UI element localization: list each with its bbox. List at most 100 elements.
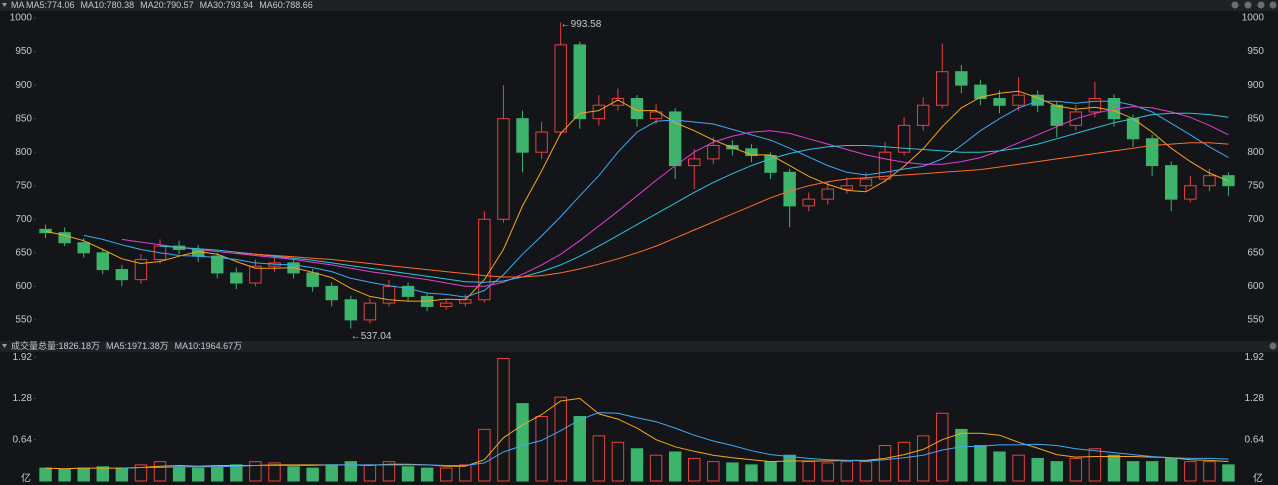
ma-line [236, 142, 1229, 278]
volume-bar [134, 464, 148, 482]
volume-bar [1031, 457, 1044, 482]
volume-bar [688, 457, 701, 482]
candle-body [993, 98, 1006, 106]
y-tick-label: 850 [15, 113, 32, 124]
candle-body [688, 158, 701, 167]
volume-bar [420, 467, 434, 482]
candle-body [1012, 94, 1025, 106]
volume-bar [115, 467, 129, 482]
volume-bar [1012, 454, 1025, 482]
volume-bar [363, 464, 377, 482]
candle-body [115, 269, 129, 281]
volume-bar [58, 468, 71, 482]
candle-body [630, 98, 644, 120]
y-tick-label-right: 1.92 [1245, 352, 1265, 363]
y-tick-label-right: 750 [1247, 180, 1264, 191]
volume-bar [859, 461, 873, 482]
candle-body [134, 259, 148, 281]
legend-entry: MA30:793.94 [200, 0, 254, 10]
candle-body [1050, 104, 1063, 126]
settings-button[interactable] [1269, 1, 1277, 9]
candle-body [363, 302, 377, 321]
y-tick-label: 0.64 [13, 434, 33, 445]
plus-button[interactable] [1244, 1, 1252, 9]
close-button[interactable] [1257, 1, 1265, 9]
volume-bar [535, 416, 548, 482]
collapse-icon[interactable] [2, 344, 7, 348]
y-tick-label: 750 [15, 180, 32, 191]
volume-bar [936, 412, 949, 482]
volume-bar [1145, 461, 1159, 482]
candle-body [707, 144, 720, 160]
volume-bar [840, 461, 854, 482]
volume-bar [230, 464, 243, 482]
y-tick-label: 700 [15, 214, 32, 225]
candle-body [573, 44, 586, 120]
settings-button[interactable] [1269, 342, 1277, 350]
y-tick-label-right: 800 [1247, 147, 1264, 158]
candle-body [955, 71, 968, 86]
volume-bar [401, 466, 415, 482]
volume-bar [878, 445, 892, 482]
volume-bar [191, 467, 205, 482]
volume-bar [668, 451, 682, 482]
volume-bar [77, 467, 90, 482]
volume-bar [382, 461, 396, 482]
volume-bar [821, 462, 835, 482]
candle-body [230, 272, 243, 284]
y-tick-label: 950 [15, 46, 32, 57]
y-tick-label-right: 700 [1247, 214, 1264, 225]
volume-bar [1203, 461, 1216, 482]
y-tick-label-right: 0.64 [1245, 434, 1265, 445]
candle-body [382, 285, 396, 304]
volume-bar [707, 461, 720, 482]
volume-bar [172, 466, 186, 482]
y-tick-label: 1.28 [13, 393, 33, 404]
candle-body [592, 104, 606, 120]
volume-total: 总量:1826.18万 [38, 340, 100, 351]
volume-bar [306, 467, 319, 482]
candle-body [1184, 185, 1197, 200]
volume-bar [897, 441, 911, 482]
candle-body [1203, 175, 1216, 187]
unit-label-right: 亿 [1253, 472, 1263, 485]
volume-bar [325, 464, 338, 482]
candle-body [1088, 98, 1102, 113]
volume-bar [745, 464, 758, 482]
y-tick-label: 900 [15, 80, 32, 91]
candle-body [1145, 138, 1159, 167]
volume-bar [1126, 461, 1140, 482]
volume-bar [478, 428, 491, 482]
candle-body [401, 285, 415, 297]
legend-entry: MA60:788.66 [259, 0, 313, 10]
candle-body [535, 131, 548, 153]
volume-bar [1088, 448, 1102, 482]
legend-entry: MA10:1964.67万 [175, 341, 243, 351]
y-tick-label: 550 [15, 315, 32, 326]
candle-body [936, 71, 949, 106]
legend-entry: MA5:774.06 [26, 0, 75, 10]
y-tick-label-right: 650 [1247, 247, 1264, 258]
y-tick-label: 600 [15, 281, 32, 292]
volume-bar [39, 467, 52, 482]
volume-bar [1164, 457, 1178, 482]
y-tick-label: 650 [15, 247, 32, 258]
y-tick-label: 1000 [10, 13, 33, 24]
volume-bar [1069, 457, 1083, 482]
legend-entry: MA5:1971.38万 [106, 341, 169, 351]
collapse-icon[interactable] [2, 3, 7, 7]
volume-bar [459, 464, 472, 482]
y-tick-label: 800 [15, 147, 32, 158]
candle-body [344, 299, 358, 321]
volume-bar [287, 466, 300, 482]
volume-bar [802, 461, 815, 482]
candle-body [306, 272, 319, 287]
y-tick-label: 1.92 [13, 352, 33, 363]
volume-bar [344, 461, 358, 482]
volume-bar [516, 403, 529, 482]
y-tick-label-right: 600 [1247, 281, 1264, 292]
minus-button[interactable] [1231, 1, 1239, 9]
volume-bar [249, 461, 262, 482]
legend-entry: MA20:790.57 [140, 0, 194, 10]
